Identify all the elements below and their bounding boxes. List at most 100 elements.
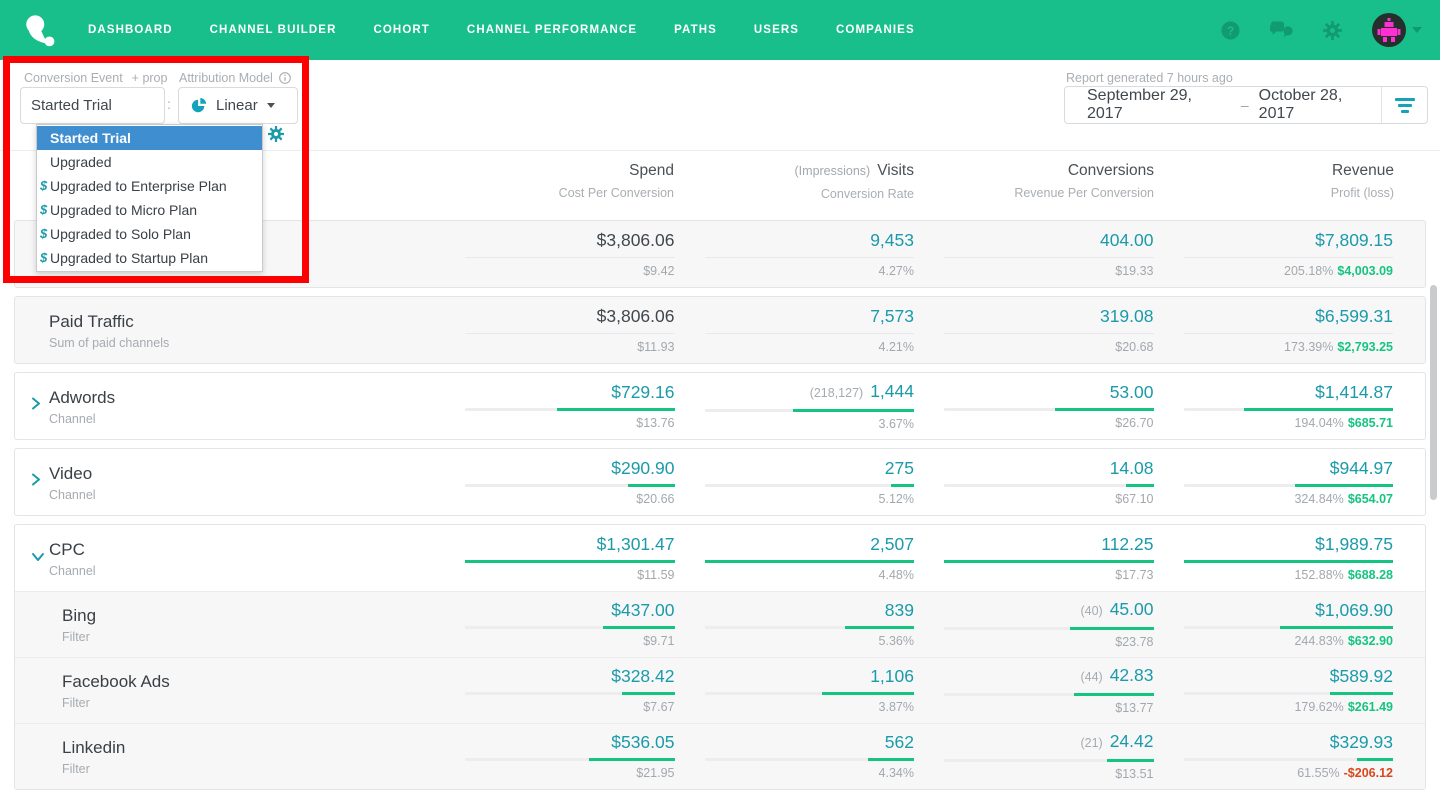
date-end: October 28, 2017 xyxy=(1258,87,1343,122)
spend-cell: $3,806.06 $9.42 xyxy=(435,230,675,279)
info-icon[interactable] xyxy=(279,72,292,84)
conversions-value[interactable]: 319.08 xyxy=(1099,305,1154,326)
conversions-value[interactable]: 45.00 xyxy=(1109,599,1154,619)
spend-value[interactable]: $437.00 xyxy=(611,600,675,620)
conversions-bar xyxy=(1055,407,1154,411)
visits-value[interactable]: 275 xyxy=(884,457,914,478)
dropdown-option-upgraded-solo[interactable]: $ Upgraded to Solo Plan xyxy=(37,222,262,246)
row-name[interactable]: Video xyxy=(49,463,93,483)
collapse-chevron-down-icon[interactable] xyxy=(31,549,45,567)
expand-chevron-right-icon[interactable] xyxy=(31,397,41,416)
visits-value[interactable]: 1,444 xyxy=(870,380,914,401)
conversions-value[interactable]: 53.00 xyxy=(1109,381,1154,402)
visits-value[interactable]: 562 xyxy=(884,732,914,752)
conversions-cell: (21) 24.42 $13.51 xyxy=(914,731,1154,782)
user-avatar[interactable] xyxy=(1372,13,1422,47)
table-row-total: $3,806.06 $9.42 9,453 4.27% 404.00 $19.3… xyxy=(15,221,1425,287)
settings-gear-icon[interactable] xyxy=(1323,20,1342,40)
spend-bar xyxy=(557,407,675,411)
revenue-value[interactable]: $329.93 xyxy=(1329,732,1393,752)
spend-bar xyxy=(603,626,675,629)
row-name[interactable]: Bing xyxy=(62,606,97,625)
visits-cell: 562 4.34% xyxy=(675,732,914,781)
attribution-model-select[interactable]: Linear xyxy=(178,87,298,124)
table-row-facebook-ads: Facebook Ads Filter $328.42 $7.67 1,106 … xyxy=(15,657,1425,723)
date-range-picker[interactable]: September 29, 2017 – October 28, 2017 xyxy=(1064,86,1428,124)
filter-icon xyxy=(1394,97,1415,101)
revenue-value[interactable]: $589.92 xyxy=(1329,666,1393,686)
spend-cell: $1,301.47 $11.59 xyxy=(435,534,675,583)
date-start: September 29, 2017 xyxy=(1087,87,1192,122)
help-icon[interactable]: ? xyxy=(1221,21,1240,40)
nav-item-dashboard[interactable]: DASHBOARD xyxy=(88,24,173,36)
table-row-bing: Bing Filter $437.00 $9.71 839 5.36% xyxy=(15,591,1425,657)
visits-value[interactable]: 7,573 xyxy=(870,305,914,326)
header-revenue[interactable]: Revenue Profit (loss) xyxy=(1330,162,1394,200)
nav-item-channel-performance[interactable]: CHANNEL PERFORMANCE xyxy=(466,24,638,36)
dropdown-option-started-trial[interactable]: Started Trial xyxy=(37,126,262,150)
visits-value[interactable]: 1,106 xyxy=(870,666,914,686)
spend-value[interactable]: $729.16 xyxy=(611,381,675,402)
header-spend[interactable]: Spend Cost Per Conversion xyxy=(558,162,674,200)
nav-item-cohort[interactable]: COHORT xyxy=(373,24,430,36)
attribution-model-label: Attribution Model xyxy=(179,71,292,85)
select-caret-icon xyxy=(266,103,275,108)
dropdown-option-upgraded-startup[interactable]: $ Upgraded to Startup Plan xyxy=(37,246,262,270)
revenue-value[interactable]: $1,414.87 xyxy=(1315,381,1393,402)
attribution-logo-icon[interactable] xyxy=(22,12,58,48)
visits-bar xyxy=(792,408,914,412)
add-prop-link[interactable]: + prop xyxy=(131,71,168,85)
report-generated-label: Report generated 7 hours ago xyxy=(1066,71,1233,85)
vertical-scrollbar[interactable] xyxy=(1430,285,1437,500)
cpc-group-card: CPC Channel $1,301.47 $11.59 2,507 4.48% xyxy=(14,524,1426,790)
event-settings-gear-icon[interactable] xyxy=(268,126,284,147)
spend-value[interactable]: $328.42 xyxy=(611,666,675,686)
nav-item-companies[interactable]: COMPANIES xyxy=(836,24,915,36)
revenue-value[interactable]: $1,069.90 xyxy=(1315,600,1393,620)
chat-icon[interactable] xyxy=(1270,21,1293,40)
conversions-value[interactable]: 42.83 xyxy=(1109,665,1154,685)
profit-value: $654.07 xyxy=(1347,491,1393,506)
conversions-value[interactable]: 404.00 xyxy=(1099,229,1154,250)
revenue-value[interactable]: $1,989.75 xyxy=(1315,533,1393,554)
row-type: Filter xyxy=(62,696,90,710)
visits-value[interactable]: 2,507 xyxy=(870,533,914,554)
nav-item-channel-builder[interactable]: CHANNEL BUILDER xyxy=(209,24,337,36)
conversions-value[interactable]: 24.42 xyxy=(1109,731,1154,751)
nav-item-paths[interactable]: PATHS xyxy=(674,24,717,36)
expand-chevron-right-icon[interactable] xyxy=(31,473,41,492)
spend-value: $3,806.06 xyxy=(596,305,675,326)
spend-value[interactable]: $1,301.47 xyxy=(596,533,675,554)
revenue-cell: $1,989.75 152.88% $688.28 xyxy=(1154,533,1393,583)
dropdown-option-upgraded-micro[interactable]: $ Upgraded to Micro Plan xyxy=(37,198,262,222)
row-type: Channel xyxy=(49,487,96,502)
dropdown-option-upgraded-enterprise[interactable]: $ Upgraded to Enterprise Plan xyxy=(37,174,262,198)
row-name[interactable]: CPC xyxy=(49,539,85,559)
row-name[interactable]: Adwords xyxy=(49,387,116,407)
spend-cell: $437.00 $9.71 xyxy=(435,600,675,649)
filter-separator: : xyxy=(167,96,171,112)
spend-value[interactable]: $290.90 xyxy=(611,457,675,478)
visits-value[interactable]: 839 xyxy=(884,600,914,620)
dropdown-option-upgraded[interactable]: Upgraded xyxy=(50,154,112,170)
report-filter-button[interactable] xyxy=(1381,87,1427,123)
conversions-value[interactable]: 112.25 xyxy=(1101,533,1154,554)
visits-bar xyxy=(867,758,914,761)
row-name[interactable]: Linkedin xyxy=(62,738,126,757)
dollar-icon: $ xyxy=(40,202,48,217)
conversion-event-dropdown: Started Trial Upgraded $ Upgraded to Ente… xyxy=(36,124,263,272)
revenue-value[interactable]: $6,599.31 xyxy=(1315,305,1393,326)
spend-cell: $328.42 $7.67 xyxy=(435,666,675,715)
header-visits[interactable]: (Impressions) Visits Conversion Rate xyxy=(794,162,914,201)
header-conversions[interactable]: Conversions Revenue Per Conversion xyxy=(1014,162,1154,200)
spend-value[interactable]: $536.05 xyxy=(611,732,675,752)
conversions-value[interactable]: 14.08 xyxy=(1109,457,1154,478)
nav-item-users[interactable]: USERS xyxy=(753,24,800,36)
spend-cell: $536.05 $21.95 xyxy=(435,732,675,781)
row-name[interactable]: Facebook Ads xyxy=(62,672,170,691)
visits-value[interactable]: 9,453 xyxy=(870,229,914,250)
revenue-value[interactable]: $7,809.15 xyxy=(1315,229,1393,250)
revenue-value[interactable]: $944.97 xyxy=(1329,457,1393,478)
conversions-cell: 404.00 $19.33 xyxy=(914,230,1154,279)
conversion-event-input[interactable] xyxy=(20,87,165,124)
